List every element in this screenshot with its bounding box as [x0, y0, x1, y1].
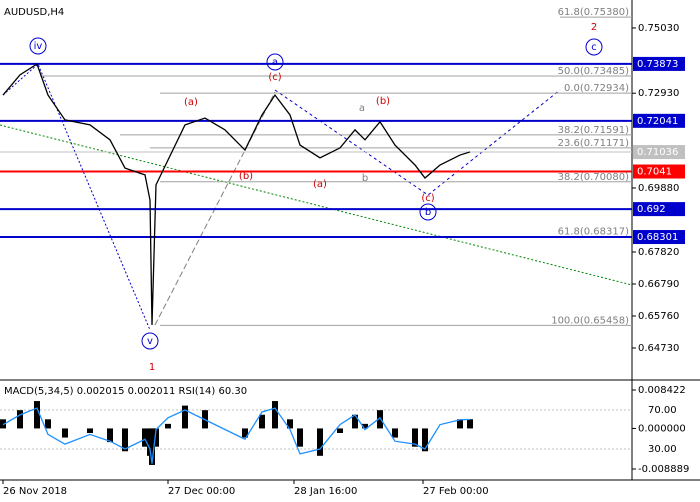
y2-tick-label: 30.00 — [648, 444, 677, 455]
indicator-title: MACD(5,34,5) 0.002015 0.002011 RSI(14) 6… — [4, 386, 247, 397]
macd-bar — [467, 419, 473, 429]
y-tick-label: 0.75030 — [638, 23, 679, 34]
y-tick-label: 0.64730 — [638, 343, 679, 354]
wave-label: (c) — [268, 72, 281, 83]
wave-label: (b) — [376, 96, 390, 107]
macd-bar — [242, 428, 248, 438]
fib-label: 38.2(0.71591) — [558, 125, 630, 136]
price-box-label: 0.68301 — [637, 232, 678, 243]
macd-bar — [297, 428, 303, 447]
macd-bar — [457, 419, 463, 429]
macd-bar — [149, 428, 155, 465]
macd-bar — [17, 410, 23, 429]
y-tick-label: 0.65760 — [638, 311, 679, 322]
wave-circle — [141, 332, 159, 350]
price-box-label: 0.72041 — [637, 116, 678, 127]
wave-circle — [585, 38, 603, 56]
price-box-label: 0.692 — [637, 204, 666, 215]
macd-bar — [362, 423, 368, 429]
y-tick-label: 0.72930 — [638, 88, 679, 99]
macd-bar — [182, 405, 188, 429]
macd-bar — [142, 428, 148, 447]
y-tick-label: 0.008422 — [638, 385, 686, 396]
y-tick-label: 0.66790 — [638, 279, 679, 290]
macd-bar — [317, 428, 323, 456]
fib-label: 100.0(0.65458) — [551, 315, 629, 326]
wave-circle — [266, 53, 284, 71]
wave-circle — [419, 203, 437, 221]
macd-bar — [392, 428, 398, 438]
wave-label: a — [359, 103, 365, 114]
macd-bar — [377, 410, 383, 429]
fib-label: 61.8(0.75380) — [558, 7, 630, 18]
macd-bar — [352, 414, 358, 429]
y-tick-label: -0.008889 — [638, 464, 689, 475]
wave-label: v — [147, 336, 153, 347]
macd-bar — [122, 428, 128, 452]
macd-bar — [272, 401, 278, 429]
fib-label: 23.6(0.71171) — [558, 138, 630, 149]
wave-label: c — [591, 42, 597, 53]
macd-bar — [422, 428, 428, 452]
price-box-label: 0.7041 — [637, 167, 672, 178]
wave-label: (a) — [313, 179, 327, 190]
rsi-line — [2, 407, 471, 464]
fib-label: 0.0(0.72934) — [564, 83, 629, 94]
macd-bar — [412, 428, 418, 447]
x-tick-label: 28 Jan 16:00 — [294, 486, 357, 497]
y2-tick-label: 70.00 — [648, 405, 677, 416]
price-box — [633, 113, 685, 128]
macd-bar — [165, 423, 171, 429]
price-box-label: 0.71036 — [637, 147, 678, 158]
y-tick-label: 0.67820 — [638, 247, 679, 258]
x-tick-label: 27 Feb 00:00 — [423, 486, 489, 497]
macd-bar — [259, 414, 265, 429]
price-box-label: 0.73873 — [637, 59, 678, 70]
macd-bar — [0, 419, 6, 429]
wave-label: b — [425, 207, 431, 218]
wave-label: 1 — [149, 362, 155, 373]
wave-label: a — [272, 57, 278, 68]
wave-label: iv — [34, 41, 43, 52]
macd-bar — [337, 428, 343, 433]
macd-bar — [87, 428, 93, 433]
wave-label: 2 — [591, 22, 597, 33]
wave-label: (c) — [421, 193, 434, 204]
wave-label: (a) — [184, 97, 198, 108]
fib-label: 61.8(0.68317) — [558, 227, 630, 238]
price-box — [633, 230, 685, 245]
wave-line — [274, 89, 561, 196]
macd-bar — [45, 419, 51, 429]
macd-bar — [287, 419, 293, 429]
x-tick-label: 26 Nov 2018 — [3, 486, 67, 497]
wave-circle — [29, 37, 47, 55]
price-box — [633, 145, 685, 160]
price-box — [633, 202, 685, 217]
macd-bar — [34, 401, 40, 429]
wave-label: b — [362, 173, 368, 184]
price-line — [2, 63, 471, 326]
macd-bar — [153, 428, 159, 447]
fib-label: 50.0(0.73485) — [558, 66, 630, 77]
x-tick-label: 27 Dec 00:00 — [168, 486, 235, 497]
macd-bar — [107, 428, 113, 443]
fib-label: 38.2(0.70080) — [558, 172, 630, 183]
price-box — [633, 164, 685, 179]
wave-label: (b) — [239, 171, 253, 182]
chart-title: AUDUSD,H4 — [4, 7, 64, 18]
price-box — [633, 56, 685, 71]
y-tick-label: 0.000000 — [638, 423, 686, 434]
macd-bar — [62, 428, 68, 438]
y-tick-label: 0.69880 — [638, 183, 679, 194]
